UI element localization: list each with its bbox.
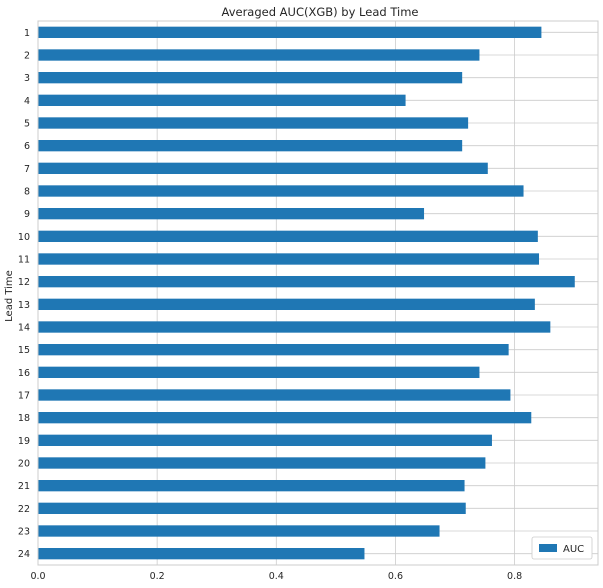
- bar-15: [38, 344, 509, 356]
- bar-24: [38, 548, 365, 560]
- bars: [38, 26, 575, 560]
- y-tick-label: 10: [18, 232, 30, 243]
- y-tick-label: 16: [18, 368, 30, 379]
- y-tick-label: 24: [18, 549, 30, 560]
- y-tick-label: 14: [18, 323, 30, 334]
- bar-22: [38, 502, 466, 514]
- y-tick-label: 1: [24, 28, 30, 39]
- y-tick-label: 20: [18, 459, 30, 470]
- chart-title: Averaged AUC(XGB) by Lead Time: [222, 5, 419, 19]
- x-tick-label: 0.4: [269, 571, 284, 582]
- legend-label: AUC: [563, 544, 584, 555]
- y-tick-label: 8: [24, 187, 30, 198]
- y-tick-label: 21: [18, 481, 30, 492]
- legend-swatch: [539, 544, 557, 552]
- x-tick-label: 0.2: [150, 571, 165, 582]
- x-tick-label: 0.6: [388, 571, 403, 582]
- y-axis-label: Lead Time: [4, 270, 15, 322]
- bar-4: [38, 94, 406, 106]
- bar-10: [38, 230, 538, 242]
- bar-9: [38, 208, 425, 220]
- x-tick-labels: 0.0 0.2 0.4 0.6 0.8: [30, 571, 522, 582]
- bar-12: [38, 276, 575, 288]
- y-tick-label: 9: [24, 209, 30, 220]
- y-tick-label: 7: [24, 164, 30, 175]
- bar-23: [38, 525, 440, 537]
- bar-8: [38, 185, 524, 197]
- bar-11: [38, 253, 540, 265]
- bar-17: [38, 389, 511, 401]
- y-tick-label: 17: [18, 391, 30, 402]
- legend-box: [531, 536, 593, 560]
- y-tick-label: 13: [18, 300, 30, 311]
- y-tick-label: 12: [18, 277, 30, 288]
- bar-13: [38, 298, 535, 310]
- axes-frame: [37, 20, 599, 566]
- y-tick-label: 18: [18, 413, 30, 424]
- y-tick-label: 11: [18, 255, 30, 266]
- bar-1: [38, 26, 542, 38]
- y-tick-label: 19: [18, 436, 30, 447]
- bar-18: [38, 412, 532, 424]
- bar-20: [38, 457, 486, 469]
- y-tick-label: 15: [18, 345, 30, 356]
- legend: AUC: [531, 536, 593, 560]
- y-tick-label: 6: [24, 141, 30, 152]
- bar-2: [38, 49, 480, 61]
- bar-19: [38, 434, 492, 446]
- y-tick-label: 23: [18, 527, 30, 538]
- y-tick-label: 4: [24, 96, 30, 107]
- bar-14: [38, 321, 551, 333]
- x-tick-label: 0.0: [30, 571, 45, 582]
- y-tick-label: 2: [24, 51, 30, 62]
- y-tick-label: 3: [24, 73, 30, 84]
- y-tick-label: 22: [18, 504, 30, 515]
- bar-3: [38, 72, 463, 84]
- x-tick-label: 0.8: [507, 571, 522, 582]
- bar-5: [38, 117, 469, 129]
- y-tick-label: 5: [24, 119, 30, 130]
- bar-6: [38, 140, 463, 152]
- bar-16: [38, 366, 480, 378]
- bar-21: [38, 480, 465, 492]
- bar-7: [38, 162, 488, 174]
